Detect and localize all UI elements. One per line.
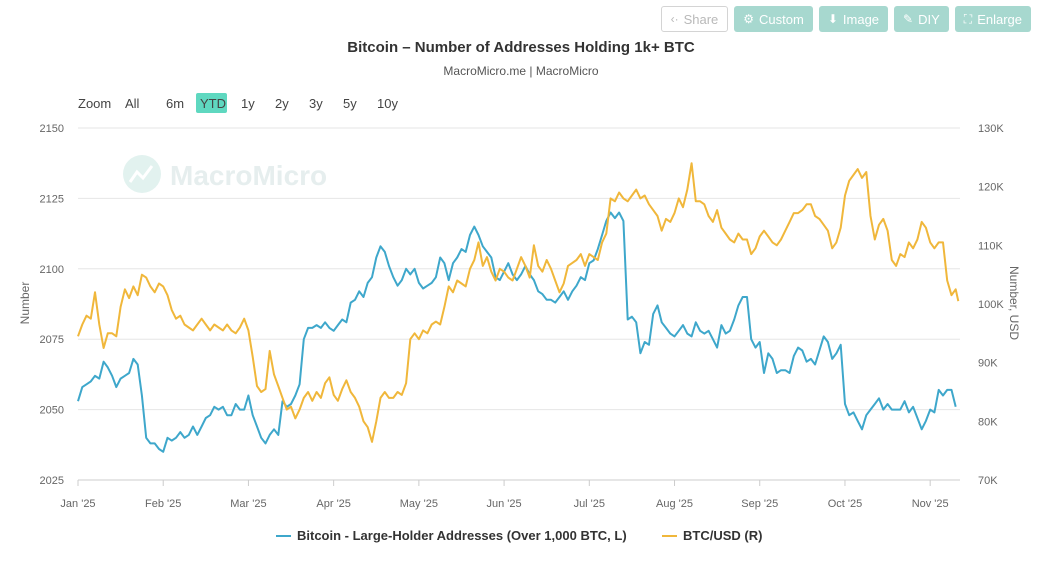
range-button-label: 3y: [309, 96, 323, 111]
zoom-label: Zoom: [78, 96, 111, 111]
watermark: MacroMicro: [123, 155, 327, 193]
custom-button[interactable]: ⚙ Custom: [734, 6, 813, 32]
chart-subtitle: MacroMicro.me | MacroMicro: [443, 64, 598, 78]
download-icon: ⬇: [827, 12, 838, 26]
image-button[interactable]: ⬇ Image: [818, 6, 889, 32]
share-label: Share: [683, 11, 719, 27]
diy-button[interactable]: ✎ DIY: [894, 6, 949, 32]
y-left-tick-label: 2025: [40, 475, 64, 487]
range-button-label: 2y: [275, 96, 289, 111]
range-button-2y[interactable]: 2y: [275, 96, 289, 111]
range-button-5y[interactable]: 5y: [343, 96, 357, 111]
y-right-tick-label: 70K: [978, 475, 998, 487]
series-line-addresses[interactable]: [77, 211, 957, 453]
pencil-icon: ✎: [903, 12, 914, 26]
watermark-logo-mark: [128, 165, 154, 183]
watermark-logo-icon: [123, 155, 161, 193]
chart-toolbar: ‹· Share ⚙ Custom ⬇ Image ✎ DIY ⛶ Enlarg…: [660, 6, 1031, 32]
series-lines: [77, 162, 960, 453]
x-tick-label: Sep '25: [741, 498, 778, 510]
share-icon: ‹·: [670, 12, 679, 26]
x-tick-label: May '25: [400, 498, 438, 510]
y-axis-left: 2025 2050 2075 2100 2125 2150: [40, 123, 64, 487]
legend-label: Bitcoin - Large-Holder Addresses (Over 1…: [297, 528, 627, 543]
y-axis-left-title: Number: [18, 282, 32, 325]
gear-icon: ⚙: [743, 12, 755, 26]
range-button-label: 10y: [377, 96, 398, 111]
x-tick-label: Jan '25: [60, 498, 95, 510]
x-tick-label: Mar '25: [230, 498, 266, 510]
range-button-label: All: [125, 96, 140, 111]
y-right-tick-label: 100K: [978, 299, 1004, 311]
y-axis-right: 70K 80K 90K 100K 110K 120K 130K: [978, 123, 1004, 487]
range-button-10y[interactable]: 10y: [377, 96, 398, 111]
x-tick-label: Nov '25: [912, 498, 949, 510]
y-left-tick-label: 2150: [40, 123, 64, 135]
custom-label: Custom: [759, 11, 804, 27]
y-left-tick-label: 2050: [40, 405, 64, 417]
range-button-3y[interactable]: 3y: [309, 96, 323, 111]
y-right-tick-label: 110K: [978, 240, 1004, 252]
watermark-text: MacroMicro: [170, 160, 327, 191]
y-left-tick-label: 2125: [40, 193, 64, 205]
range-button-label: YTD: [200, 96, 226, 111]
enlarge-label: Enlarge: [977, 11, 1022, 27]
x-tick-label: Feb '25: [145, 498, 181, 510]
range-button-6m[interactable]: 6m: [166, 96, 184, 111]
range-button-label: 5y: [343, 96, 357, 111]
share-button[interactable]: ‹· Share: [660, 6, 729, 32]
x-tick-label: Oct '25: [828, 498, 863, 510]
legend-item-addresses[interactable]: Bitcoin - Large-Holder Addresses (Over 1…: [276, 528, 627, 543]
x-tick-label: Aug '25: [656, 498, 693, 510]
range-button-highlight: [196, 93, 227, 113]
range-button-label: 1y: [241, 96, 255, 111]
x-tick-label: Jun '25: [487, 498, 522, 510]
series-line-btc-usd[interactable]: [77, 162, 960, 443]
diy-label: DIY: [918, 11, 940, 27]
y-axis-right-title: Number, USD: [1007, 266, 1021, 340]
y-right-tick-label: 90K: [978, 358, 998, 370]
image-label: Image: [842, 11, 880, 27]
chart-title: Bitcoin – Number of Addresses Holding 1k…: [347, 39, 695, 56]
range-selector: Zoom All 6m YTD 1y 2y 3y 5y 10y: [78, 93, 398, 113]
y-left-tick-label: 2100: [40, 264, 64, 276]
range-button-ytd[interactable]: YTD: [196, 93, 227, 113]
y-right-tick-label: 120K: [978, 182, 1004, 194]
range-button-all[interactable]: All: [125, 96, 140, 111]
range-button-1y[interactable]: 1y: [241, 96, 255, 111]
y-right-tick-label: 80K: [978, 416, 998, 428]
x-tick-label: Jul '25: [574, 498, 605, 510]
y-left-tick-label: 2075: [40, 334, 64, 346]
legend: Bitcoin - Large-Holder Addresses (Over 1…: [276, 528, 762, 543]
legend-label: BTC/USD (R): [683, 528, 762, 543]
expand-icon: ⛶: [963, 12, 973, 26]
enlarge-button[interactable]: ⛶ Enlarge: [954, 6, 1031, 32]
x-axis: Jan '25 Feb '25 Mar '25 Apr '25 May '25 Jun '…: [60, 479, 960, 510]
x-tick-label: Apr '25: [316, 498, 351, 510]
legend-item-btc-usd[interactable]: BTC/USD (R): [662, 528, 762, 543]
range-button-label: 6m: [166, 96, 184, 111]
y-right-tick-label: 130K: [978, 123, 1004, 135]
